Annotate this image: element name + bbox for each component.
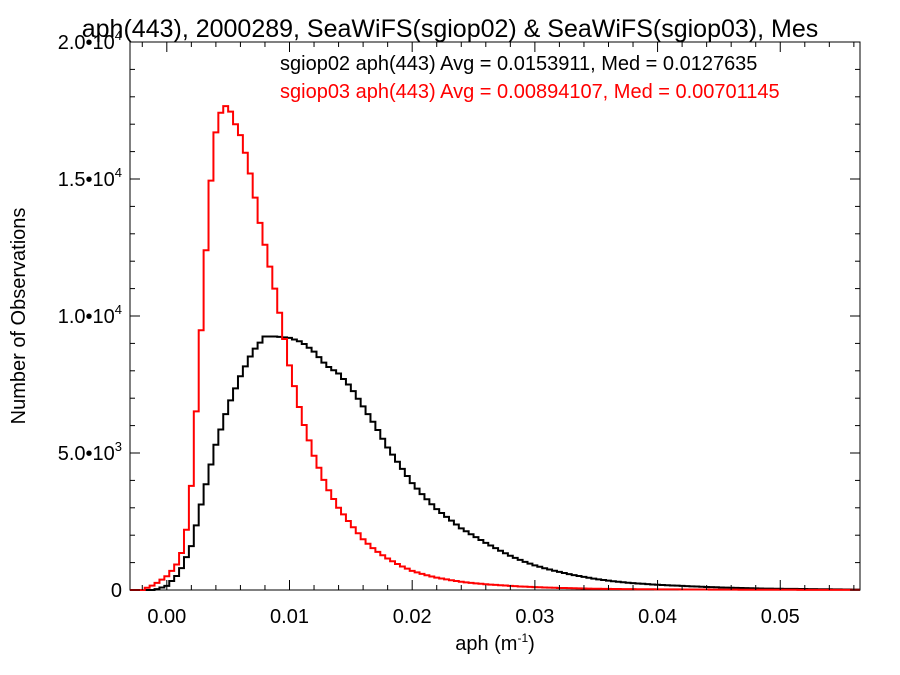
y-tick-label: 0 <box>111 580 122 602</box>
y-tick-label: 5.0•103 <box>58 439 122 465</box>
x-axis-label-close: ) <box>528 633 535 655</box>
series-layer <box>130 105 860 591</box>
y-tick-exponent: 4 <box>115 302 122 317</box>
legend: sgiop02 aph(443) Avg = 0.0153911, Med = … <box>280 53 780 103</box>
chart-title: aph(443), 2000289, SeaWiFS(sgiop02) & Se… <box>82 15 818 43</box>
x-axis: 0.00 0.01 0.02 0.03 0.04 0.05 <box>141 42 855 628</box>
x-tick-label: 0.03 <box>515 606 554 628</box>
plot-frame <box>129 41 861 591</box>
y-tick-mantissa: 1.5•10 <box>58 169 115 191</box>
legend-entry-sgiop02: sgiop02 aph(443) Avg = 0.0153911, Med = … <box>280 53 757 75</box>
series-line-sgiop02 <box>130 335 860 591</box>
y-tick-exponent: 4 <box>115 28 122 43</box>
plot-area <box>129 41 861 591</box>
x-tick-label: 0.05 <box>761 606 800 628</box>
x-axis-label-text: aph (m <box>455 633 517 655</box>
x-tick-label: 0.02 <box>393 606 432 628</box>
y-tick-label: 1.0•104 <box>58 302 122 328</box>
x-tick-label: 0.04 <box>638 606 677 628</box>
y-tick-exponent: 3 <box>115 439 122 454</box>
y-tick-mantissa: 0 <box>111 580 122 602</box>
y-tick-exponent: 4 <box>115 165 122 180</box>
x-axis-label-superscript: -1 <box>517 631 528 645</box>
y-tick-mantissa: 2.0•10 <box>58 32 115 54</box>
y-tick-mantissa: 1.0•10 <box>58 306 115 328</box>
y-tick-mantissa: 5.0•10 <box>58 443 115 465</box>
x-axis-label: aph (m-1) <box>455 631 535 655</box>
legend-entry-sgiop03: sgiop03 aph(443) Avg = 0.00894107, Med =… <box>280 81 780 103</box>
x-tick-label: 0.01 <box>270 606 309 628</box>
y-axis-label: Number of Observations <box>8 208 30 425</box>
series-line-sgiop03 <box>130 105 860 591</box>
y-tick-label: 2.0•104 <box>58 28 122 54</box>
x-tick-label: 0.00 <box>147 606 186 628</box>
y-tick-label: 1.5•104 <box>58 165 122 191</box>
